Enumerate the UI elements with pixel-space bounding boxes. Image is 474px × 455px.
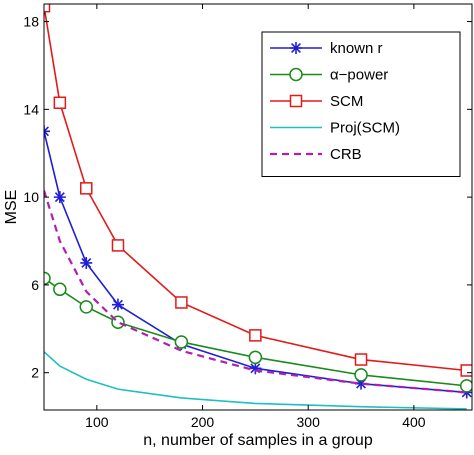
data-point-scm-1: [53, 96, 67, 110]
data-point-power-7: [459, 379, 472, 393]
series-group: [44, 4, 472, 410]
series-line-proj-scm: [44, 351, 467, 410]
data-point-power-2: [79, 300, 94, 314]
legend-label-power: α−power: [330, 67, 388, 84]
x-tick-label: 400: [402, 414, 426, 430]
data-point-scm-0: [44, 4, 51, 13]
axes: 100 200 300 400 2 6 10 14 18: [23, 3, 473, 430]
series-proj-scm: [44, 351, 467, 410]
legend-marker-known-r: [290, 42, 302, 54]
legend-label-proj-scm: Proj(SCM): [330, 120, 400, 137]
data-point-scm-7: [460, 364, 472, 377]
plot-area: [44, 4, 472, 410]
data-point-power-4: [174, 335, 189, 349]
legend: known r α−power SCM Proj(SCM) CRB: [261, 31, 461, 177]
data-point-known-r-6: [355, 377, 368, 390]
data-point-scm-5: [249, 329, 262, 342]
y-tick-label: 10: [23, 189, 39, 205]
x-tick-label: 300: [297, 414, 321, 430]
data-point-scm-4: [175, 296, 188, 309]
y-tick-label: 14: [23, 101, 39, 117]
x-tick-label: 200: [191, 414, 215, 430]
legend-marker-scm: [289, 94, 303, 108]
x-tick-label: 100: [85, 414, 109, 430]
legend-label-crb: CRB: [330, 146, 362, 163]
data-point-known-r-3: [111, 298, 124, 311]
data-point-power-6: [354, 368, 368, 382]
axes-frame: [43, 3, 473, 411]
series-line-scm: [44, 6, 467, 372]
data-point-known-r-1: [53, 191, 66, 204]
series-power: [44, 271, 472, 393]
y-tick-label: 6: [31, 277, 39, 293]
y-axis-label: MSE: [3, 190, 20, 225]
data-point-power-1: [53, 282, 67, 297]
data-point-scm-6: [354, 353, 368, 366]
legend-marker-power: [289, 67, 303, 82]
legend-label-scm: SCM: [330, 93, 363, 110]
data-point-scm-2: [80, 182, 93, 195]
data-point-known-r-5: [249, 362, 262, 375]
data-point-known-r-2: [80, 256, 93, 269]
series-crb: [44, 190, 467, 394]
series-scm: [44, 4, 472, 377]
legend-label-known-r: known r: [330, 40, 383, 57]
data-point-power-5: [248, 350, 263, 365]
y-tick-label: 18: [23, 14, 39, 30]
x-axis-label: n, number of samples in a group: [143, 432, 373, 449]
data-point-scm-3: [111, 239, 125, 252]
series-line-crb: [44, 190, 467, 394]
y-tick-label: 2: [31, 365, 39, 381]
data-point-power-0: [44, 271, 51, 286]
